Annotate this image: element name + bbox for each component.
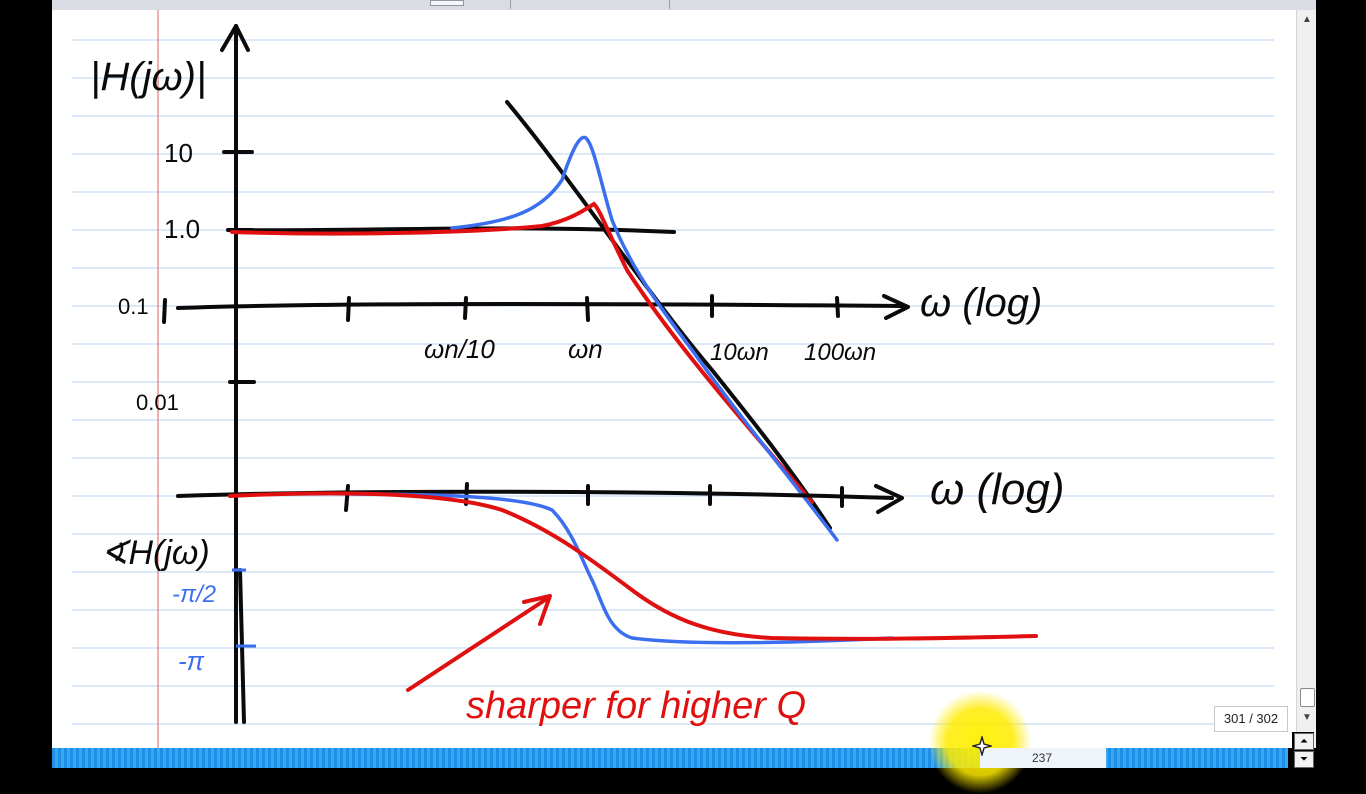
phase-axis-label: ∢H(jω) [100, 534, 210, 572]
freq-axis-top-arrowhead [882, 294, 910, 320]
magnitude-axis-label: |H(jω)| [90, 55, 206, 99]
left-black-border [0, 0, 52, 768]
notebook-page: |H(jω)| 10 1.0 0.1 0.01 ω (log) ωn/10 ωn… [52, 10, 1296, 748]
ruled-paper: |H(jω)| 10 1.0 0.1 0.01 ω (log) ωn/10 ωn… [72, 10, 1274, 748]
magnitude-plot [162, 24, 910, 724]
page-counter: 301 / 302 [1214, 706, 1288, 732]
magnitude-curve-high-q [450, 135, 839, 542]
tick-01 [162, 298, 167, 324]
freq-tick [463, 296, 468, 320]
page-nav-buttons: ⏶ ⏷ [1292, 732, 1314, 768]
annotation-text: sharper for higher Q [466, 685, 806, 727]
magnitude-curve-low-q [230, 201, 814, 504]
vertical-scrollbar[interactable]: ▲ ▼ [1296, 10, 1317, 748]
freq-axis-top [176, 302, 904, 310]
next-page-icon[interactable]: ⏷ [1294, 751, 1314, 768]
freq-tick-wn10-label: ωn/10 [424, 334, 495, 364]
toolbar-separator [669, 0, 670, 9]
freq-tick [835, 296, 840, 318]
freq-axis-label-top: ω (log) [920, 281, 1042, 325]
toolbar-separator [510, 0, 511, 9]
magnitude-tick-10-label: 10 [164, 138, 193, 168]
magnitude-tick-1-label: 1.0 [164, 214, 200, 244]
freq-tick [346, 296, 351, 322]
prev-page-icon[interactable]: ⏶ [1294, 733, 1314, 750]
magnitude-axis-arrowhead [220, 24, 250, 52]
freq-tick [585, 296, 590, 322]
phase-freq-tick [344, 484, 350, 512]
freq-tick-10wn-label: 10ωn [710, 339, 769, 366]
annotation-arrow [406, 594, 552, 692]
toolbar-button[interactable] [430, 0, 464, 6]
scroll-thumb[interactable] [1300, 688, 1315, 707]
freq-axis-label-bottom: ω (log) [930, 465, 1065, 514]
phase-tick-half-pi-label: -π/2 [172, 581, 216, 608]
freq-tick-100wn-label: 100ωn [804, 339, 876, 366]
freq-tick-wn-label: ωn [568, 334, 603, 364]
phase-curve-high-q [350, 492, 894, 645]
magnitude-tick-01-label: 0.1 [118, 294, 149, 319]
phase-curve-low-q [228, 491, 1038, 641]
timeline-scrubber[interactable]: 237 [52, 690, 1288, 794]
scroll-down-icon[interactable]: ▼ [1302, 712, 1312, 723]
scroll-up-icon[interactable]: ▲ [1302, 14, 1312, 25]
magnitude-tick-001-label: 0.01 [136, 390, 179, 415]
crosshair-cursor-icon [972, 736, 992, 756]
freq-axis-bottom-arrowhead [874, 484, 904, 514]
timeline-readout: 237 [980, 748, 1106, 768]
phase-tick-pi-label: -π [178, 646, 205, 676]
right-black-border [1316, 0, 1366, 768]
